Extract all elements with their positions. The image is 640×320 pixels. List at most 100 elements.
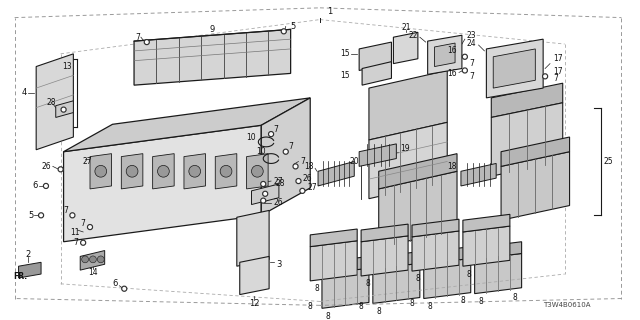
Polygon shape [492, 103, 563, 176]
Polygon shape [373, 263, 420, 303]
Text: 10: 10 [246, 132, 256, 141]
Polygon shape [19, 262, 41, 278]
Text: 23: 23 [467, 31, 476, 40]
Circle shape [285, 150, 287, 153]
Circle shape [301, 190, 303, 192]
Circle shape [260, 181, 266, 187]
Circle shape [263, 191, 268, 196]
Text: 7: 7 [135, 33, 140, 42]
Polygon shape [379, 171, 457, 248]
Circle shape [123, 287, 125, 290]
Polygon shape [90, 154, 111, 189]
Circle shape [81, 240, 86, 245]
Circle shape [270, 133, 272, 135]
Text: 7: 7 [553, 74, 558, 83]
Circle shape [284, 149, 288, 154]
Polygon shape [122, 154, 143, 189]
Circle shape [60, 168, 62, 171]
Circle shape [262, 183, 264, 185]
Text: 8: 8 [365, 279, 370, 288]
Polygon shape [369, 70, 447, 140]
Text: 15: 15 [340, 71, 349, 80]
Text: 27: 27 [273, 177, 283, 186]
Circle shape [296, 179, 301, 183]
Text: 17: 17 [553, 54, 563, 63]
Circle shape [300, 188, 305, 193]
Circle shape [463, 68, 467, 73]
Text: 15: 15 [340, 49, 349, 58]
Polygon shape [463, 226, 510, 266]
Polygon shape [361, 224, 408, 242]
Polygon shape [310, 241, 357, 281]
Polygon shape [475, 253, 522, 294]
Text: 7: 7 [73, 238, 77, 247]
Polygon shape [475, 242, 522, 260]
Text: FR.: FR. [13, 272, 28, 282]
Polygon shape [486, 39, 543, 98]
Circle shape [264, 193, 266, 195]
Text: 8: 8 [410, 299, 414, 308]
Text: 7: 7 [469, 59, 474, 68]
Circle shape [294, 165, 297, 168]
Text: T3W4B0610A: T3W4B0610A [543, 302, 590, 308]
Polygon shape [322, 268, 369, 308]
Text: 8: 8 [377, 307, 381, 316]
Circle shape [189, 165, 200, 177]
Polygon shape [240, 256, 269, 295]
Text: 28: 28 [276, 180, 285, 188]
Polygon shape [318, 162, 355, 186]
Circle shape [283, 30, 285, 33]
Text: 27: 27 [82, 157, 92, 166]
Circle shape [45, 185, 47, 187]
Circle shape [145, 41, 148, 43]
Polygon shape [361, 236, 408, 276]
Text: 20: 20 [349, 157, 359, 166]
Circle shape [282, 29, 286, 34]
Text: 8: 8 [461, 296, 465, 305]
Text: 1: 1 [327, 7, 332, 16]
Circle shape [122, 286, 127, 291]
Circle shape [89, 226, 92, 228]
Circle shape [71, 214, 74, 217]
Text: 8: 8 [326, 312, 331, 320]
Text: 8: 8 [513, 293, 517, 302]
Polygon shape [501, 137, 570, 166]
Text: 7: 7 [469, 72, 474, 81]
Circle shape [95, 165, 107, 177]
Polygon shape [463, 214, 510, 232]
Text: 6: 6 [33, 181, 38, 190]
Text: 28: 28 [46, 98, 56, 107]
Circle shape [126, 165, 138, 177]
Circle shape [61, 107, 66, 112]
Circle shape [269, 132, 273, 137]
Circle shape [58, 167, 63, 172]
Text: 2: 2 [26, 250, 31, 259]
Text: 7: 7 [300, 157, 305, 166]
Circle shape [40, 214, 42, 217]
Polygon shape [215, 154, 237, 189]
Polygon shape [184, 154, 205, 189]
Polygon shape [493, 49, 535, 88]
Text: 7: 7 [81, 219, 86, 228]
Polygon shape [369, 122, 447, 199]
Text: 8: 8 [467, 269, 472, 278]
Circle shape [82, 242, 84, 244]
Text: 8: 8 [416, 275, 420, 284]
Polygon shape [359, 42, 392, 70]
Circle shape [88, 225, 92, 229]
Polygon shape [80, 251, 105, 270]
Circle shape [463, 54, 467, 59]
Circle shape [543, 74, 548, 79]
Polygon shape [152, 154, 174, 189]
Polygon shape [412, 219, 459, 237]
Polygon shape [501, 152, 570, 220]
Polygon shape [36, 54, 74, 150]
Polygon shape [359, 144, 396, 166]
Circle shape [463, 69, 466, 72]
Text: 14: 14 [88, 268, 98, 276]
Polygon shape [424, 247, 471, 264]
Polygon shape [252, 184, 279, 204]
Circle shape [82, 256, 88, 263]
Text: 8: 8 [308, 302, 312, 311]
Text: 10: 10 [257, 147, 266, 156]
